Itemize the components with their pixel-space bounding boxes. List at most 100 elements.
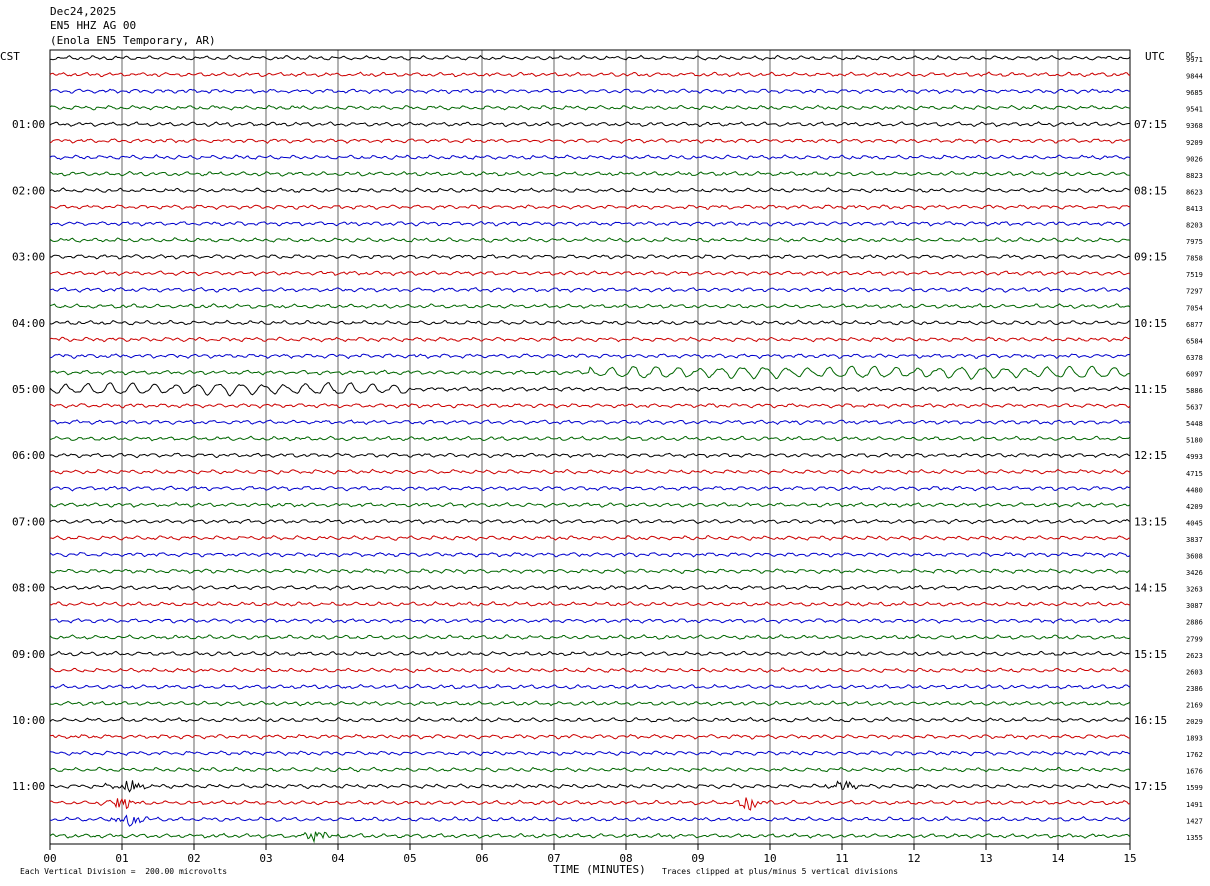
trace-row: [49, 154, 1131, 161]
trace-row: [49, 797, 1131, 811]
x-tick-label: 05: [403, 852, 416, 865]
dc-value-label: 9368: [1186, 122, 1203, 130]
header-station: (Enola EN5 Temporary, AR): [50, 34, 216, 47]
trace-row: [49, 831, 1131, 844]
trace-row: [49, 634, 1131, 640]
dc-value-label: 4993: [1186, 453, 1203, 461]
dc-value-label: 1427: [1186, 817, 1203, 825]
dc-value-label: 7519: [1186, 271, 1203, 279]
trace-row: [49, 104, 1131, 111]
clip-note: Traces clipped at plus/minus 5 vertical …: [662, 867, 899, 876]
dc-value-label: 7297: [1186, 288, 1203, 296]
trace-row: [49, 552, 1131, 558]
dc-value-label: 1491: [1186, 801, 1203, 809]
dc-value-label: 1599: [1186, 784, 1203, 792]
trace-row: [49, 353, 1131, 360]
right-hour-label: 13:15: [1134, 515, 1167, 528]
left-hour-label: 10:00: [12, 714, 45, 727]
dc-value-label: 7054: [1186, 304, 1203, 312]
trace-row: [49, 766, 1131, 773]
trace-row: [49, 54, 1131, 61]
left-timezone-label: CST: [0, 50, 20, 63]
dc-value-label: 4715: [1186, 470, 1203, 478]
trace-row: [49, 733, 1131, 740]
dc-value-label: 1893: [1186, 735, 1203, 743]
dc-value-label: 9541: [1186, 106, 1203, 114]
right-hour-label: 17:15: [1134, 780, 1167, 793]
trace-row: [49, 88, 1131, 95]
dc-value-label: 2886: [1186, 619, 1203, 627]
dc-value-label: 2029: [1186, 718, 1203, 726]
trace-row: [49, 336, 1131, 343]
trace-row: [49, 667, 1131, 673]
dc-value-label: 6378: [1186, 354, 1203, 362]
x-tick-label: 08: [619, 852, 632, 865]
dc-value-label: 1762: [1186, 751, 1203, 759]
trace-row: [49, 485, 1131, 492]
trace-row: [49, 382, 1131, 397]
left-hour-label: 06:00: [12, 449, 45, 462]
right-hour-label: 16:15: [1134, 714, 1167, 727]
trace-row: [49, 221, 1131, 227]
dc-value-label: 3837: [1186, 536, 1203, 544]
left-hour-label: 05:00: [12, 383, 45, 396]
scale-note: Each Vertical Division = 200.00 microvol…: [20, 867, 228, 876]
dc-header-label: DC: [1186, 51, 1194, 59]
trace-row: [49, 716, 1131, 723]
dc-value-label: 3087: [1186, 602, 1203, 610]
axis-labels: 00 01 02 03 04 05 06 07 08 09 10 11 12 13 14 15 9971 9844…: [12, 56, 1203, 865]
trace-row: [49, 750, 1131, 757]
dc-value-label: 6584: [1186, 337, 1203, 345]
trace-row: [49, 584, 1131, 591]
dc-value-label: 9685: [1186, 89, 1203, 97]
dc-value-label: 4480: [1186, 486, 1203, 494]
left-hour-label: 09:00: [12, 648, 45, 661]
right-hour-label: 14:15: [1134, 582, 1167, 595]
trace-row: [49, 419, 1131, 426]
dc-value-label: 2799: [1186, 635, 1203, 643]
trace-row: [49, 568, 1131, 575]
x-tick-label: 10: [763, 852, 776, 865]
trace-row: [49, 650, 1131, 657]
trace-row: [49, 534, 1131, 541]
trace-row: [49, 618, 1131, 624]
trace-row: [49, 700, 1131, 707]
trace-row: [49, 286, 1131, 293]
header-date: Dec24,2025: [50, 5, 117, 18]
right-hour-label: 12:15: [1134, 449, 1167, 462]
left-hour-label: 07:00: [12, 515, 45, 528]
x-tick-label: 04: [331, 852, 345, 865]
left-hour-label: 08:00: [12, 582, 45, 595]
x-tick-label: 07: [547, 852, 560, 865]
trace-row: [49, 170, 1131, 177]
right-timezone-label: UTC: [1145, 50, 1165, 63]
trace-row: [49, 121, 1131, 128]
dc-value-label: 6097: [1186, 370, 1203, 378]
dc-value-label: 8203: [1186, 222, 1203, 230]
x-tick-label: 11: [835, 852, 848, 865]
x-tick-label: 14: [1051, 852, 1065, 865]
dc-value-label: 9209: [1186, 139, 1203, 147]
trace-row: [49, 452, 1131, 459]
right-hour-label: 10:15: [1134, 317, 1167, 330]
trace-row: [49, 403, 1131, 409]
dc-value-label: 4045: [1186, 519, 1203, 527]
right-hour-label: 09:15: [1134, 251, 1167, 264]
left-hour-label: 11:00: [12, 780, 45, 793]
dc-value-label: 5886: [1186, 387, 1203, 395]
dc-value-label: 1676: [1186, 768, 1203, 776]
dc-value-label: 8823: [1186, 172, 1203, 180]
x-tick-label: 06: [475, 852, 488, 865]
x-tick-label: 01: [115, 852, 128, 865]
dc-value-label: 4209: [1186, 503, 1203, 511]
trace-row: [49, 236, 1131, 243]
x-tick-label: 00: [43, 852, 56, 865]
right-hour-label: 08:15: [1134, 184, 1167, 197]
x-tick-label: 12: [907, 852, 920, 865]
trace-row: [49, 468, 1131, 475]
dc-value-label: 5180: [1186, 437, 1203, 445]
trace-row: [49, 254, 1131, 260]
trace-row: [49, 435, 1131, 442]
x-tick-label: 15: [1123, 852, 1136, 865]
